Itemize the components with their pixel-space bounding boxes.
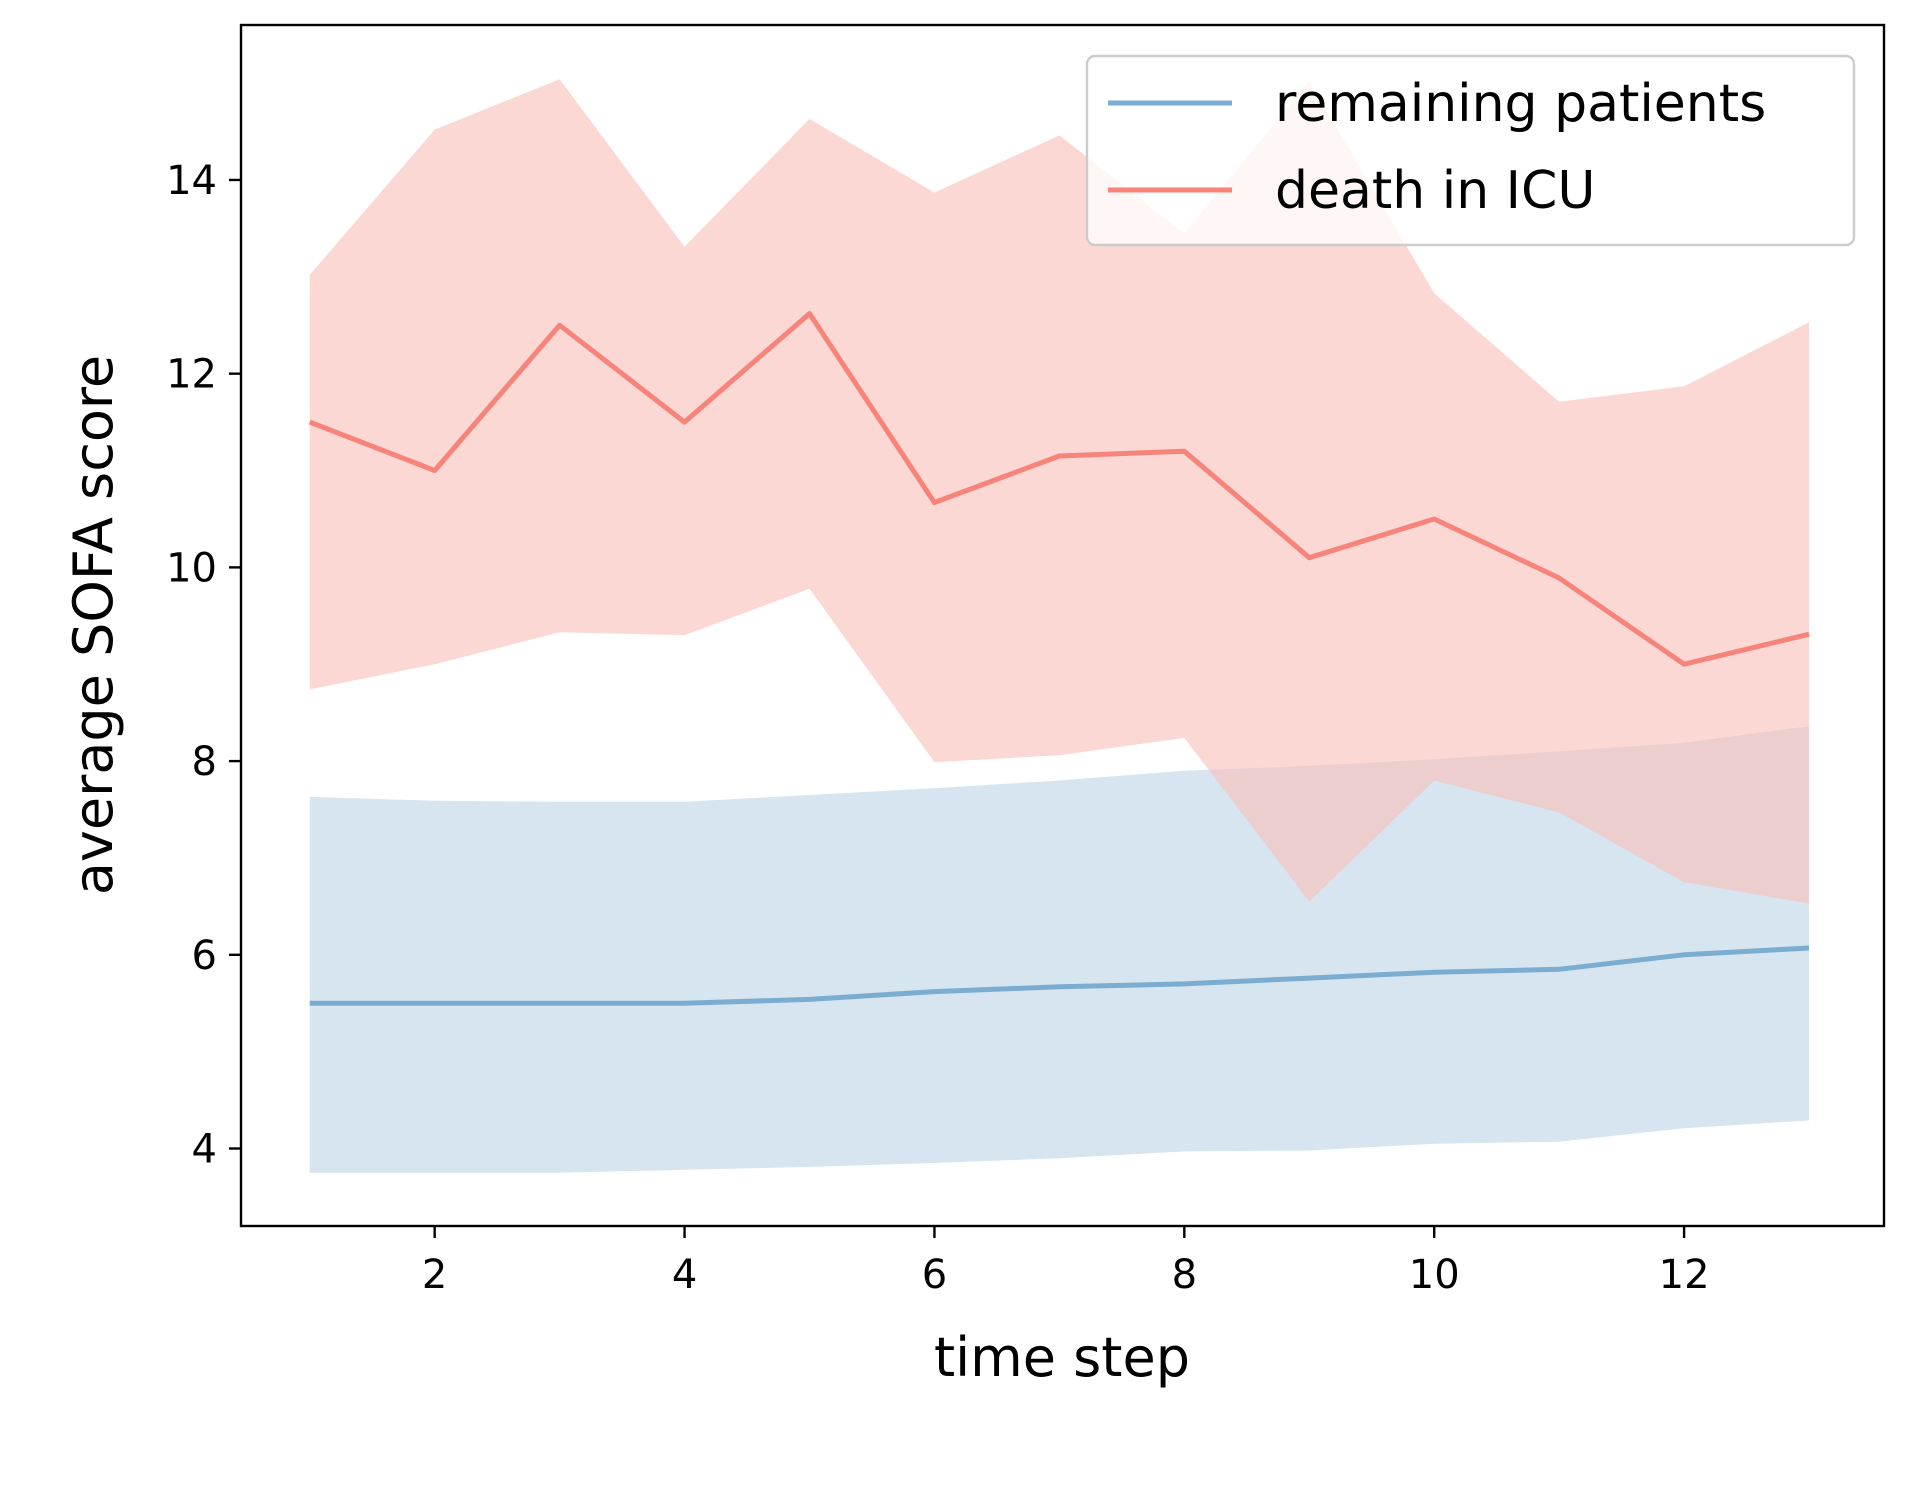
line-death-in-icu — [308, 311, 1810, 667]
y-axis: 4 6 8 10 12 14 — [166, 158, 241, 1173]
x-axis-title: time step — [934, 1326, 1190, 1389]
y-axis-title: average SOFA score — [62, 355, 125, 895]
x-tick-label: 2 — [422, 1252, 447, 1298]
y-tick-label: 14 — [166, 158, 217, 204]
x-tick-label: 12 — [1659, 1252, 1710, 1298]
x-tick-label: 4 — [672, 1252, 697, 1298]
legend-box — [1085, 54, 1856, 247]
x-tick-label: 10 — [1409, 1252, 1460, 1298]
x-axis: 2 4 6 8 10 12 — [422, 1226, 1710, 1298]
line-remaining-patients — [309, 945, 1810, 1006]
legend-label-death-in-icu: death in ICU — [1275, 161, 1595, 221]
y-tick-label: 6 — [192, 933, 217, 979]
series-lines — [308, 311, 1810, 1006]
x-tick-label: 6 — [922, 1252, 947, 1298]
y-tick-label: 10 — [166, 545, 217, 591]
y-tick-label: 4 — [192, 1127, 217, 1173]
x-tick-label: 8 — [1172, 1252, 1197, 1298]
y-tick-label: 12 — [166, 352, 217, 398]
band-remaining-patients — [309, 726, 1810, 1173]
band-death-in-icu — [309, 79, 1810, 904]
plot-frame — [239, 23, 1886, 1228]
legend: remaining patients death in ICU — [1085, 54, 1856, 247]
confidence-bands — [309, 79, 1810, 1173]
y-tick-label: 8 — [192, 739, 217, 785]
legend-label-remaining-patients: remaining patients — [1275, 74, 1766, 134]
